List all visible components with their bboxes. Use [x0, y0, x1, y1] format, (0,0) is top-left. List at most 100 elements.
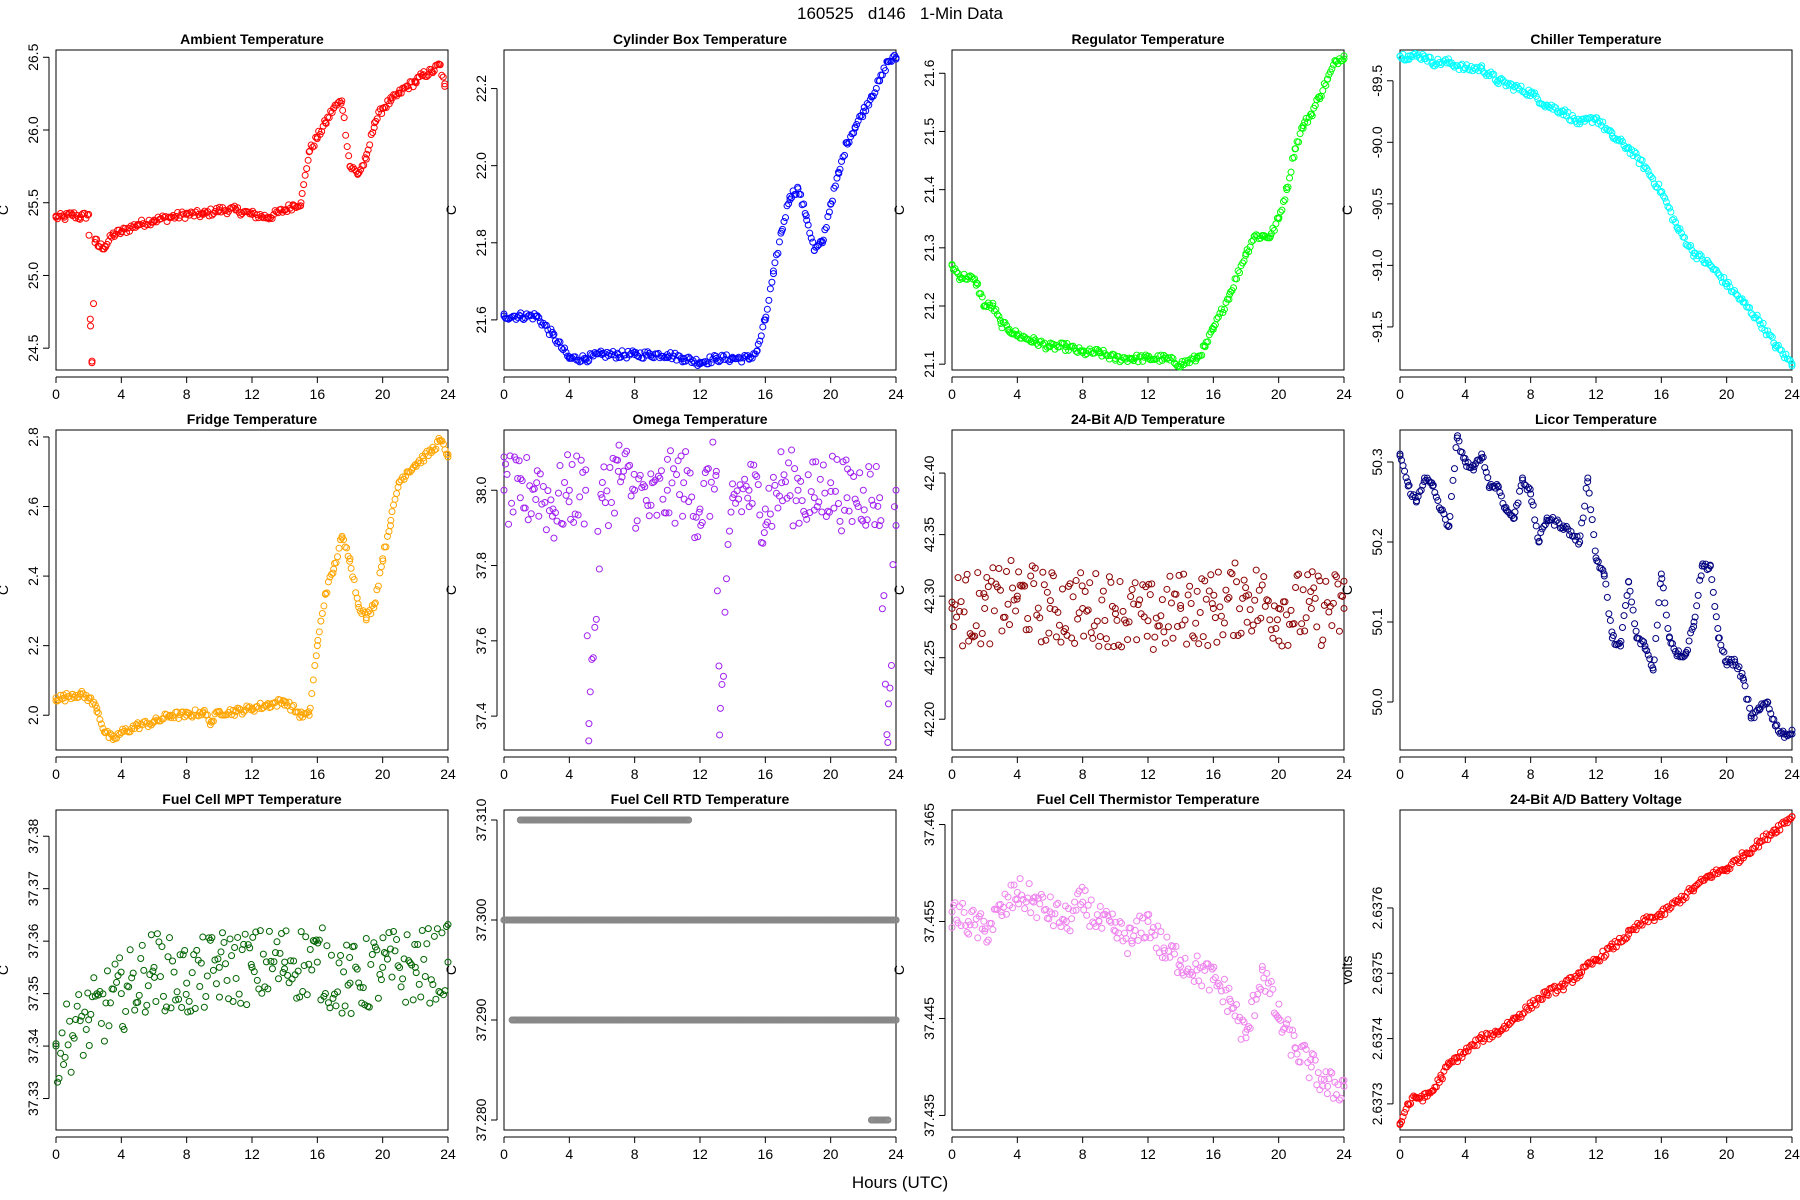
series-0-point [989, 302, 997, 310]
x-tick-label: 24 [1336, 386, 1352, 402]
data-point [673, 471, 681, 479]
series-0-point [68, 210, 76, 218]
data-point [780, 471, 788, 479]
data-point [609, 347, 617, 355]
data-point [159, 992, 167, 1000]
data-point [193, 946, 201, 954]
data-point [860, 506, 868, 514]
data-point [1662, 611, 1670, 619]
data-point [841, 151, 849, 159]
data-point [1216, 603, 1224, 611]
series-0-point [516, 312, 524, 320]
data-point [1233, 578, 1241, 586]
x-axis: 0 4 8 12 16 20 24 [52, 376, 456, 402]
data-point [1101, 616, 1109, 624]
data-point [378, 110, 386, 118]
data-point [85, 1041, 93, 1049]
series-0-point [1324, 75, 1332, 83]
data-point [857, 111, 865, 119]
data-point [822, 224, 830, 232]
y-tick-label: 37.465 [921, 803, 937, 846]
data-point [1251, 1012, 1259, 1020]
data-point [1314, 1069, 1322, 1077]
data-point [341, 1002, 349, 1010]
data-point [561, 478, 569, 486]
data-point [726, 527, 734, 535]
data-point [1146, 591, 1154, 599]
series-0-point [981, 302, 989, 310]
data-point [1723, 282, 1731, 290]
y-axis: 50.050.150.250.3 [1369, 448, 1394, 716]
data-point [1049, 922, 1057, 930]
data-point [627, 492, 635, 500]
x-tick-label: 0 [500, 386, 508, 402]
panel-title: Fuel Cell RTD Temperature [611, 791, 790, 807]
data-point [282, 927, 290, 935]
series-0-point [1250, 232, 1258, 240]
x-axis: 0 4 8 12 16 20 24 [1396, 756, 1800, 782]
data-point [791, 465, 799, 473]
data-point [1086, 579, 1094, 587]
data-point [103, 967, 111, 975]
x-tick-label: 0 [1396, 386, 1404, 402]
data-point [1484, 474, 1492, 482]
data-point [1057, 638, 1065, 646]
data-point [981, 593, 989, 601]
data-point [1290, 1032, 1298, 1040]
data-point [1681, 234, 1689, 242]
data-point [1532, 1001, 1540, 1009]
data-point [212, 980, 220, 988]
x-tick-label: 20 [1719, 1146, 1735, 1162]
data-point [315, 628, 323, 636]
data-point [158, 943, 166, 951]
data-point [1167, 353, 1175, 361]
data-point [253, 976, 261, 984]
data-point [632, 524, 640, 532]
x-tick-label: 16 [310, 386, 326, 402]
data-point [343, 143, 351, 151]
data-point [265, 927, 273, 935]
x-tick-label: 8 [1079, 766, 1087, 782]
data-point [771, 259, 779, 267]
series-0-point [761, 316, 769, 324]
series-0-point [379, 963, 387, 971]
data-point [547, 325, 555, 333]
data-point [633, 517, 641, 525]
data-point [854, 117, 862, 125]
series-0-point [1160, 354, 1168, 362]
data-point [1434, 55, 1442, 63]
data-point [1289, 154, 1297, 162]
data-point [592, 615, 600, 623]
x-tick-label: 24 [440, 1146, 456, 1162]
x-tick-label: 8 [1527, 766, 1535, 782]
series-0-point [1226, 290, 1234, 298]
data-point [317, 617, 325, 625]
data-point [273, 938, 281, 946]
data-point [1228, 570, 1236, 578]
data-point [353, 594, 361, 602]
y-tick-label: 37.34 [25, 1028, 41, 1063]
data-point [759, 323, 767, 331]
data-point [765, 484, 773, 492]
data-point [234, 933, 242, 941]
data-point [237, 999, 245, 1007]
series-0-point [395, 90, 403, 98]
data-point [300, 181, 308, 189]
data-point [1741, 682, 1749, 690]
data-point [1057, 923, 1065, 931]
data-point [339, 106, 347, 114]
series-0-point [716, 731, 724, 739]
data-point [318, 610, 326, 618]
data-point [839, 153, 847, 161]
data-point [1198, 351, 1206, 359]
data-point [394, 962, 402, 970]
series-0-point [1307, 1063, 1315, 1071]
data-point [736, 481, 744, 489]
data-point [1714, 624, 1722, 632]
data-point [1305, 598, 1313, 606]
series-0-point [680, 479, 688, 487]
series-0-point [1144, 617, 1152, 625]
data-point [152, 998, 160, 1006]
data-point [1676, 225, 1684, 233]
